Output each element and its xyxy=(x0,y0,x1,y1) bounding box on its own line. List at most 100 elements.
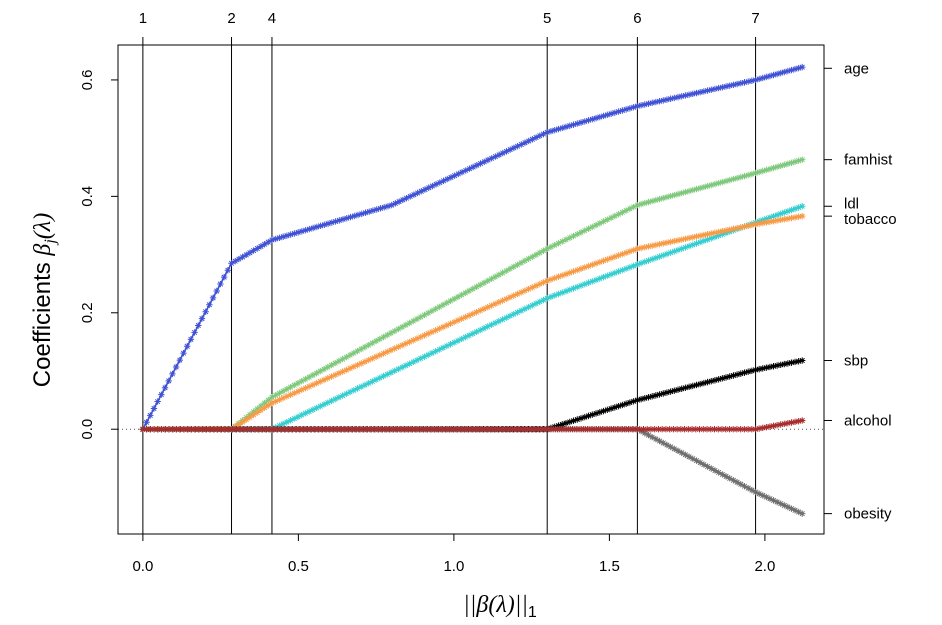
point-marker-famhist xyxy=(607,214,615,222)
point-marker-ldl xyxy=(570,285,577,292)
point-marker-alcohol xyxy=(315,426,322,433)
point-marker-famhist xyxy=(469,285,477,293)
point-marker-ldl xyxy=(380,372,387,380)
point-marker-age xyxy=(656,98,663,105)
point-marker-tobacco xyxy=(648,242,656,249)
point-marker-ldl xyxy=(503,314,510,321)
point-marker-tobacco xyxy=(276,396,283,403)
point-marker-tobacco xyxy=(773,217,781,224)
point-marker-sbp xyxy=(799,357,806,364)
point-marker-alcohol xyxy=(573,426,580,433)
point-marker-age xyxy=(458,168,466,176)
point-marker-ldl xyxy=(369,378,376,385)
point-marker-age xyxy=(403,194,410,202)
point-marker-obesity xyxy=(719,471,726,478)
point-marker-tobacco xyxy=(737,224,744,231)
point-marker-age xyxy=(369,207,377,214)
point-marker-tobacco xyxy=(711,229,719,236)
point-marker-ldl xyxy=(410,358,417,366)
x-axis-title: ||β(λ)||1 xyxy=(463,592,537,621)
point-marker-ldl xyxy=(600,273,607,281)
point-marker-sbp xyxy=(551,423,558,430)
point-marker-alcohol xyxy=(543,426,550,433)
point-marker-tobacco xyxy=(570,268,577,275)
point-marker-obesity xyxy=(763,493,770,501)
point-marker-alcohol xyxy=(319,426,326,433)
point-marker-alcohol xyxy=(788,419,795,426)
point-marker-alcohol xyxy=(221,426,229,433)
point-marker-alcohol xyxy=(636,426,643,433)
point-marker-alcohol xyxy=(784,419,792,427)
point-marker-alcohol xyxy=(169,426,176,433)
point-marker-ldl xyxy=(454,337,462,344)
point-marker-alcohol xyxy=(524,426,531,433)
breakpoint-label: 7 xyxy=(751,10,759,27)
point-marker-age xyxy=(559,124,566,132)
point-marker-alcohol xyxy=(460,426,468,433)
point-marker-ldl xyxy=(365,379,372,387)
point-marker-tobacco xyxy=(447,320,454,327)
point-marker-famhist xyxy=(276,389,283,397)
point-marker-sbp xyxy=(770,363,777,370)
point-marker-age xyxy=(254,245,261,252)
variable-label-obesity: obesity xyxy=(844,506,892,523)
y-axis-title: Coefficients βj(λ) xyxy=(29,213,59,387)
point-marker-tobacco xyxy=(343,366,350,374)
point-marker-age xyxy=(429,182,436,190)
point-marker-alcohol xyxy=(766,423,774,430)
point-marker-alcohol xyxy=(509,426,516,433)
y-axis-title-beta: β xyxy=(30,244,56,257)
point-marker-tobacco xyxy=(436,325,443,332)
point-marker-age xyxy=(147,412,154,419)
point-marker-sbp xyxy=(574,416,581,423)
point-marker-alcohol xyxy=(752,426,759,433)
point-marker-ldl xyxy=(506,312,514,320)
series-line-famhist xyxy=(142,158,803,431)
point-marker-ldl xyxy=(358,383,365,390)
point-marker-tobacco xyxy=(302,384,309,392)
point-marker-alcohol xyxy=(363,426,371,433)
point-marker-ldl xyxy=(763,215,770,222)
point-marker-famhist xyxy=(451,295,458,303)
point-marker-tobacco xyxy=(667,238,674,246)
point-marker-age xyxy=(392,200,399,207)
point-marker-famhist xyxy=(503,267,510,275)
point-marker-age xyxy=(737,80,744,87)
point-marker-age xyxy=(313,223,321,231)
point-marker-age xyxy=(722,83,730,90)
point-marker-famhist xyxy=(799,156,806,163)
point-marker-tobacco xyxy=(320,376,328,384)
point-marker-tobacco xyxy=(678,236,685,243)
x-tick-label: 0.5 xyxy=(288,558,309,575)
point-marker-ldl xyxy=(417,355,424,362)
point-marker-alcohol xyxy=(453,426,460,433)
point-marker-age xyxy=(660,97,667,104)
point-marker-alcohol xyxy=(251,426,259,433)
point-marker-age xyxy=(630,104,637,111)
point-marker-alcohol xyxy=(442,426,449,433)
point-marker-famhist xyxy=(671,191,678,199)
point-marker-tobacco xyxy=(517,289,525,296)
point-marker-obesity xyxy=(704,463,711,470)
point-marker-obesity xyxy=(667,443,674,451)
point-marker-ldl xyxy=(488,321,495,328)
point-marker-age xyxy=(206,301,213,308)
point-marker-age xyxy=(641,101,648,108)
point-marker-ldl xyxy=(791,205,799,212)
point-marker-famhist xyxy=(517,259,525,266)
point-marker-famhist xyxy=(480,279,488,287)
point-marker-famhist xyxy=(488,275,495,283)
point-marker-tobacco xyxy=(261,404,268,411)
point-marker-famhist xyxy=(313,369,320,377)
point-marker-ldl xyxy=(715,232,722,239)
point-marker-age xyxy=(547,128,555,135)
point-marker-tobacco xyxy=(592,260,600,267)
point-marker-ldl xyxy=(361,381,369,389)
y-tick-label: 0.6 xyxy=(79,69,96,90)
point-marker-obesity xyxy=(737,481,744,488)
point-marker-age xyxy=(432,181,440,188)
point-marker-famhist xyxy=(510,263,517,270)
point-marker-famhist xyxy=(637,200,645,208)
point-marker-ldl xyxy=(439,344,447,351)
point-marker-alcohol xyxy=(408,426,416,433)
